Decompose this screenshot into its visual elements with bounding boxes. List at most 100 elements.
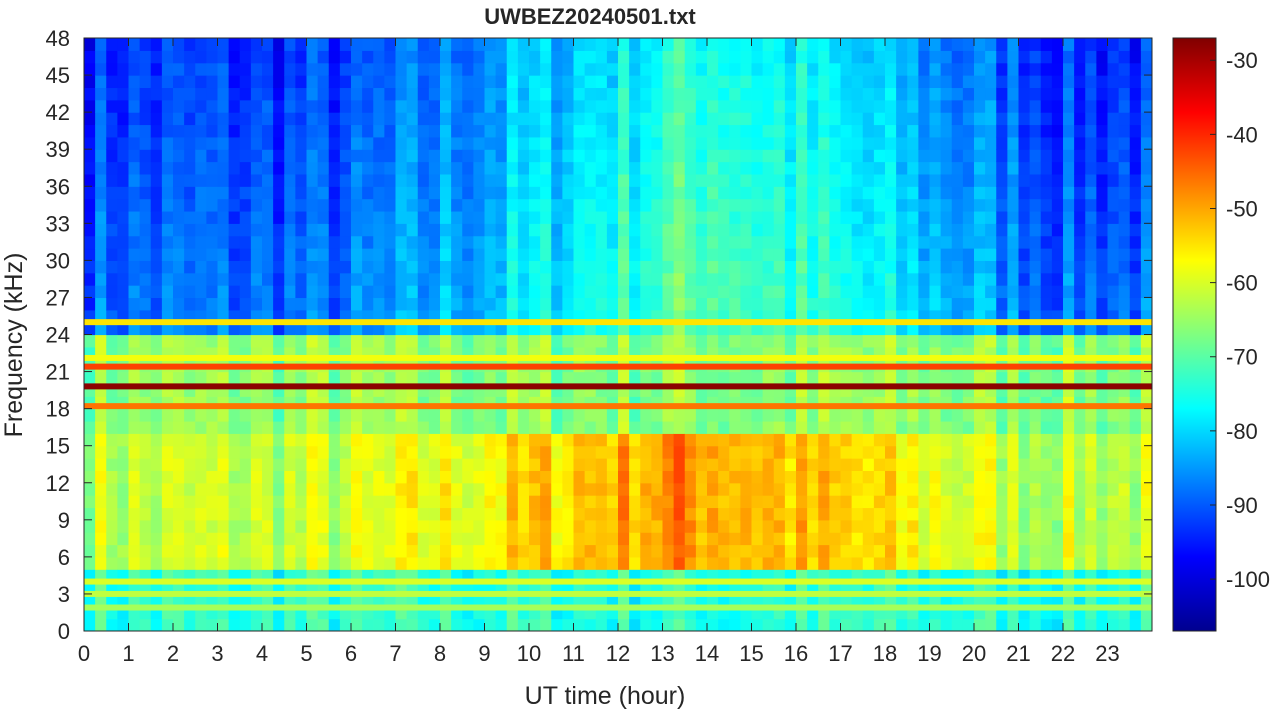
heatmap-cell (996, 38, 1008, 51)
heatmap-cell (695, 112, 708, 126)
heatmap-cell (462, 334, 474, 348)
heatmap-cell (228, 75, 241, 89)
heatmap-cell (206, 248, 219, 261)
heatmap-cell (406, 507, 419, 521)
heatmap-cell (1129, 62, 1142, 76)
heatmap-cell (250, 223, 263, 237)
heatmap-cell (184, 445, 196, 459)
heatmap-cell (929, 161, 942, 175)
heatmap-cell (673, 396, 686, 410)
heatmap-cell (495, 186, 508, 200)
heatmap-cell (273, 482, 285, 496)
heatmap-cell (295, 235, 308, 249)
heatmap-cell (473, 99, 486, 113)
heatmap-cell (462, 445, 474, 459)
heatmap-cell (962, 297, 975, 311)
heatmap-cell (362, 124, 374, 138)
heatmap-cell (117, 62, 130, 76)
heatmap-cell (250, 618, 263, 631)
heatmap-cell (317, 285, 330, 299)
heatmap-cell (106, 569, 118, 583)
heatmap-cell (317, 544, 330, 558)
heatmap-cell (506, 198, 519, 212)
heatmap-cell (484, 161, 497, 175)
heatmap-cell (306, 149, 319, 163)
heatmap-cell (762, 482, 775, 496)
heatmap-cell (885, 99, 897, 113)
heatmap-cell (161, 519, 174, 533)
heatmap-cell (351, 383, 363, 397)
heatmap-cell (1107, 556, 1120, 570)
heatmap-cell (1018, 38, 1031, 51)
heatmap-cell (317, 149, 330, 163)
heatmap-cell (529, 556, 541, 570)
heatmap-cell (862, 136, 875, 150)
heatmap-cell (918, 62, 931, 76)
heatmap-cell (1029, 482, 1042, 496)
heatmap-cell (306, 445, 319, 459)
heatmap-cell (807, 544, 819, 558)
heatmap-cell (239, 433, 252, 447)
heatmap-cell (951, 149, 964, 163)
heatmap-cell (1129, 272, 1142, 286)
heatmap-cell (395, 383, 408, 397)
heatmap-cell (351, 322, 363, 336)
heatmap-cell (84, 124, 96, 138)
heatmap-cell (1063, 445, 1075, 459)
heatmap-cell (1063, 532, 1075, 546)
heatmap-cell (584, 149, 597, 163)
heatmap-cell (362, 495, 374, 509)
heatmap-cell (951, 38, 964, 51)
heatmap-cell (95, 433, 107, 447)
heatmap-cell (940, 507, 953, 521)
heatmap-cell (807, 606, 819, 620)
heatmap-cell (573, 223, 586, 237)
heatmap-cell (239, 186, 252, 200)
heatmap-cell (951, 482, 964, 496)
heatmap-cell (784, 198, 797, 212)
heatmap-cell (1085, 272, 1097, 286)
heatmap-cell (384, 618, 397, 631)
heatmap-cell (729, 507, 741, 521)
heatmap-cell (762, 260, 775, 274)
heatmap-cell (161, 556, 174, 570)
heatmap-cell (673, 297, 686, 311)
heatmap-cell (262, 50, 274, 64)
heatmap-cell (1007, 272, 1020, 286)
heatmap-cell (640, 507, 652, 521)
heatmap-cell (373, 408, 385, 422)
heatmap-cell (974, 272, 986, 286)
heatmap-cell (695, 458, 708, 471)
heatmap-cell (295, 346, 308, 360)
heatmap-cell (473, 112, 486, 126)
heatmap-cell (1140, 408, 1152, 422)
heatmap-cell (150, 149, 163, 163)
heatmap-cell (907, 371, 919, 385)
heatmap-cell (918, 396, 931, 410)
heatmap-cell (484, 173, 497, 187)
heatmap-cell (262, 198, 274, 212)
heatmap-cell (840, 371, 853, 385)
heatmap-cell (1029, 606, 1042, 620)
heatmap-cell (451, 62, 463, 76)
heatmap-cell (618, 433, 630, 447)
heatmap-cell (217, 285, 230, 299)
heatmap-cell (117, 445, 130, 459)
heatmap-cell (796, 420, 808, 434)
heatmap-cell (1018, 285, 1031, 299)
heatmap-cell (618, 38, 630, 51)
heatmap-cell (807, 556, 819, 570)
heatmap-cell (651, 161, 664, 175)
heatmap-cell (1074, 581, 1086, 595)
heatmap-cell (440, 136, 452, 150)
heatmap-cell (506, 38, 519, 51)
heatmap-cell (295, 50, 308, 64)
y-tick-label: 48 (46, 26, 70, 51)
y-tick-label: 24 (46, 323, 70, 348)
heatmap-cell (662, 198, 675, 212)
heatmap-cell (128, 556, 141, 570)
heatmap-cell (796, 62, 808, 76)
heatmap-cell (262, 161, 274, 175)
heatmap-cell (529, 532, 541, 546)
heatmap-cell (707, 593, 719, 607)
